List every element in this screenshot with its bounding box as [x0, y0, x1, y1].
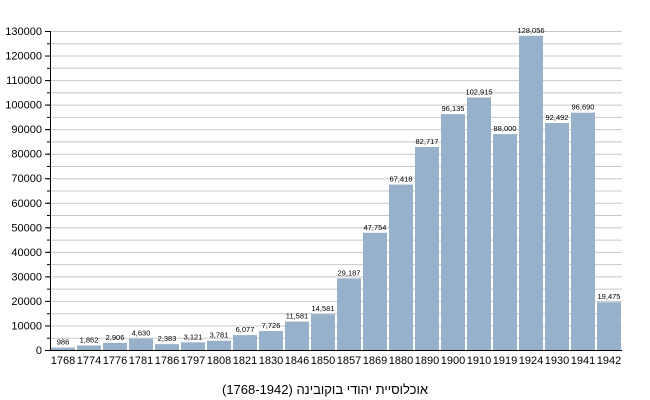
data-label: 96,135: [442, 104, 465, 113]
bar: [285, 321, 309, 350]
x-tick-label: 1850: [311, 355, 335, 367]
data-label: 986: [57, 338, 70, 347]
bar-chart: 986 1,862 2,906 4,630 2,383 3,121 3,781 6,077 7,…: [5, 26, 622, 367]
x-tick-label: 1786: [155, 355, 179, 367]
data-label: 6,077: [236, 325, 255, 334]
x-tick-label: 1808: [207, 355, 231, 367]
bar: [181, 342, 205, 350]
x-tick-label: 1857: [337, 355, 361, 367]
data-label: 82,717: [416, 137, 439, 146]
bar: [259, 331, 283, 350]
y-tick-label: 30000: [11, 271, 42, 283]
bar: [337, 278, 361, 350]
bar: [311, 314, 335, 350]
bar: [77, 345, 101, 350]
data-label: 2,383: [158, 334, 177, 343]
x-tick-label: 1941: [571, 355, 595, 367]
x-tick-label: 1869: [363, 355, 387, 367]
data-label: 67,418: [390, 175, 413, 184]
x-tick-label: 1768: [51, 355, 75, 367]
data-label: 2,906: [106, 333, 125, 342]
bar: [597, 302, 621, 350]
x-tick-label: 1781: [129, 355, 153, 367]
bar: [519, 35, 543, 351]
bar: [493, 134, 517, 350]
data-label: 1,862: [80, 335, 99, 344]
data-label: 47,754: [364, 223, 387, 232]
data-label: 128,056: [517, 26, 544, 35]
x-axis: 1768 1774 1776 1781 1786 1797 1808 1821 1830 1846…: [50, 350, 622, 367]
data-label: 19,475: [598, 292, 621, 301]
x-tick-label: 1846: [285, 355, 309, 367]
x-tick-label: 1776: [103, 355, 127, 367]
bar: [207, 340, 231, 350]
y-tick-label: 120000: [5, 51, 42, 63]
x-tick-label: 1830: [259, 355, 283, 367]
data-label: 14,581: [312, 304, 335, 313]
chart-title: אוכלוסיית יהודי בוקובינה (1768-1942): [221, 382, 428, 397]
y-tick-label: 40000: [11, 247, 42, 259]
data-label: 4,630: [132, 329, 151, 338]
y-tick-label: 50000: [11, 222, 42, 234]
data-label: 96,690: [572, 103, 595, 112]
x-tick-label: 1930: [545, 355, 569, 367]
bar: [571, 112, 595, 351]
y-tick-label: 20000: [11, 296, 42, 308]
bar: [363, 232, 387, 350]
x-tick-label: 1797: [181, 355, 205, 367]
x-tick-label: 1880: [389, 355, 413, 367]
y-tick-label: 70000: [11, 173, 42, 185]
data-label: 3,781: [210, 331, 229, 340]
data-label: 102,915: [465, 87, 492, 96]
y-tick-label: 100000: [5, 100, 42, 112]
bar: [441, 114, 465, 350]
x-tick-label: 1924: [519, 355, 543, 367]
bar: [155, 344, 179, 350]
y-tick-label: 10000: [11, 320, 42, 332]
y-tick-label: 90000: [11, 124, 42, 136]
data-label: 7,726: [262, 321, 281, 330]
data-label: 92,492: [546, 113, 569, 122]
bar: [233, 335, 257, 350]
y-tick-label: 80000: [11, 149, 42, 161]
x-tick-label: 1900: [441, 355, 465, 367]
bar: [415, 147, 439, 350]
data-label: 29,187: [338, 268, 361, 277]
y-tick-label: 0: [36, 345, 42, 357]
bar: [545, 123, 569, 350]
bar: [129, 338, 153, 350]
y-tick-label: 60000: [11, 198, 42, 210]
x-tick-label: 1942: [597, 355, 621, 367]
y-tick-label: 110000: [6, 75, 42, 87]
data-label: 3,121: [184, 332, 203, 341]
x-tick-label: 1910: [467, 355, 491, 367]
bar: [389, 184, 413, 350]
x-tick-label: 1774: [77, 355, 101, 367]
bar: [467, 97, 491, 350]
data-label: 11,581: [286, 312, 308, 321]
x-tick-label: 1821: [233, 355, 257, 367]
y-tick-label: 130000: [5, 26, 42, 38]
bar: [51, 347, 75, 350]
x-tick-label: 1919: [493, 355, 517, 367]
bars: 986 1,862 2,906 4,630 2,383 3,121 3,781 6,077 7,…: [51, 26, 621, 351]
data-label: 88,000: [494, 124, 517, 133]
x-tick-label: 1890: [415, 355, 439, 367]
y-axis: 0 10000 20000 30000 40000 50000 60000 70000 8000…: [5, 26, 51, 357]
bar: [103, 342, 127, 350]
